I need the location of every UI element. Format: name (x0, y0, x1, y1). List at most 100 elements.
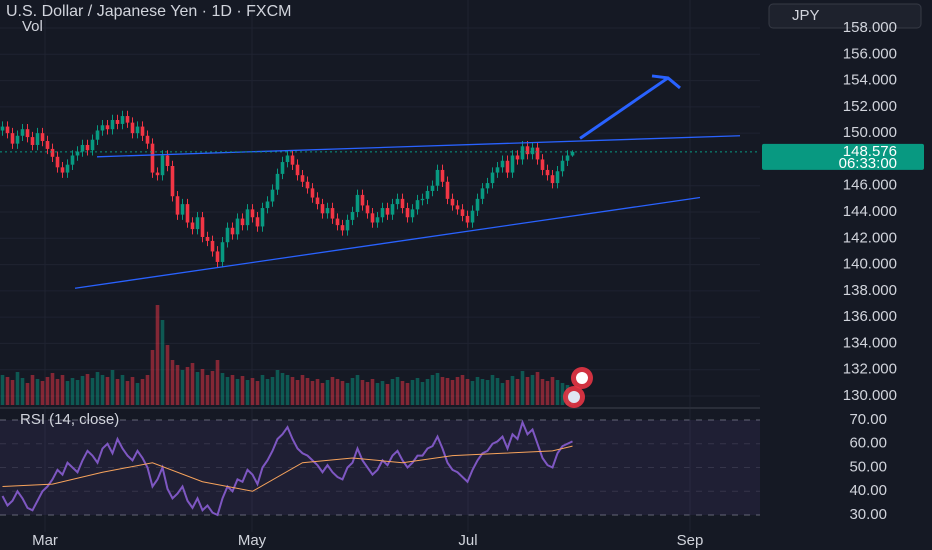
candle-body (390, 204, 395, 215)
candle-body (205, 236, 210, 241)
volume-bar (175, 365, 180, 405)
candle-body (535, 147, 540, 160)
candle-body (445, 181, 450, 199)
candle-body (25, 129, 30, 138)
grid (0, 0, 760, 532)
volume-bar (215, 360, 220, 405)
x-tick-label: Jul (458, 532, 477, 549)
last-price-box (762, 143, 924, 170)
volume-bar (255, 381, 260, 405)
volume-bar (305, 378, 310, 405)
candle-body (325, 208, 330, 214)
candle-body (420, 198, 425, 201)
volume-bar (510, 376, 515, 405)
volume-bar (340, 381, 345, 405)
candle-body (170, 166, 175, 197)
volume-bar (155, 305, 160, 405)
candle-body (115, 120, 120, 124)
candle-body (200, 217, 205, 237)
candle-body (305, 181, 310, 189)
y-tick-label: 136.000 (843, 308, 897, 325)
candle-body (315, 197, 320, 205)
candle-body (185, 204, 190, 223)
candle-body (40, 133, 45, 142)
y-tick-label: 152.000 (843, 98, 897, 115)
volume-bar (230, 375, 235, 405)
volume-bar (15, 372, 20, 405)
volume-bar (205, 375, 210, 405)
candle-body (330, 208, 335, 219)
volume-bar (475, 377, 480, 405)
volume-bar (75, 380, 80, 405)
volume-bar (85, 374, 90, 405)
candle-body (335, 218, 340, 226)
volume-bar (440, 377, 445, 405)
volume-bar (310, 381, 315, 405)
rsi-line (1, 419, 573, 517)
candle-body (165, 155, 170, 166)
candle-body (230, 227, 235, 235)
y-tick-label: 142.000 (843, 229, 897, 246)
forecast-arrow (579, 76, 669, 140)
rsi-tick-label: 60.00 (849, 435, 887, 452)
volume-bar (520, 371, 525, 405)
volume-bar (35, 379, 40, 405)
volume-bar (140, 379, 145, 405)
arrow-head (651, 74, 681, 90)
volume-bar (490, 375, 495, 405)
volume-bar (370, 379, 375, 405)
candle-body (340, 225, 345, 231)
volume-bar (285, 375, 290, 405)
candle-body (370, 213, 375, 223)
volume-bar (505, 380, 510, 405)
candle-body (260, 208, 265, 227)
candle-body (460, 209, 465, 216)
candle-body (135, 126, 140, 134)
rsi-tick-label: 50.00 (849, 458, 887, 475)
y-tick-label: 146.000 (843, 177, 897, 194)
volume-bar (190, 363, 195, 405)
candle-body (490, 172, 495, 184)
volume-bar (445, 378, 450, 405)
y-tick-label: 130.000 (843, 387, 897, 404)
y-tick-label: 140.000 (843, 256, 897, 273)
volume-bar (270, 377, 275, 405)
candle-body (235, 218, 240, 235)
volume-bar (455, 377, 460, 405)
volume-bar (40, 381, 45, 405)
candle-body (540, 159, 545, 170)
candle-body (360, 194, 365, 206)
candle-body (365, 205, 370, 214)
volume-bar (350, 378, 355, 405)
volume-bar (150, 350, 155, 405)
candle-body (545, 169, 550, 176)
volume-bar (325, 380, 330, 405)
candle-body (470, 210, 475, 223)
volume-bar (210, 371, 215, 405)
candle-body (300, 175, 305, 182)
volume-bar (480, 379, 485, 405)
candle-body (10, 133, 15, 144)
candle-body (400, 198, 405, 209)
volume-bar (515, 379, 520, 405)
currency-button[interactable] (768, 3, 922, 29)
volume-bar (500, 383, 505, 405)
volume-bar (110, 370, 115, 405)
candle-body (485, 183, 490, 189)
candle-body (5, 126, 10, 134)
volume-bar (240, 376, 245, 405)
volume-bar (245, 380, 250, 405)
volume-bar (265, 379, 270, 405)
candle-body (150, 143, 155, 173)
candle-body (510, 155, 515, 173)
volume-bar (235, 379, 240, 405)
volume-bar (295, 380, 300, 405)
volume-bar (185, 367, 190, 405)
candle-body (45, 141, 50, 149)
candle-body (480, 188, 485, 199)
candle-body (275, 173, 280, 190)
volume-bar (555, 380, 560, 405)
volume-bar (470, 381, 475, 405)
candle-body (0, 126, 5, 131)
